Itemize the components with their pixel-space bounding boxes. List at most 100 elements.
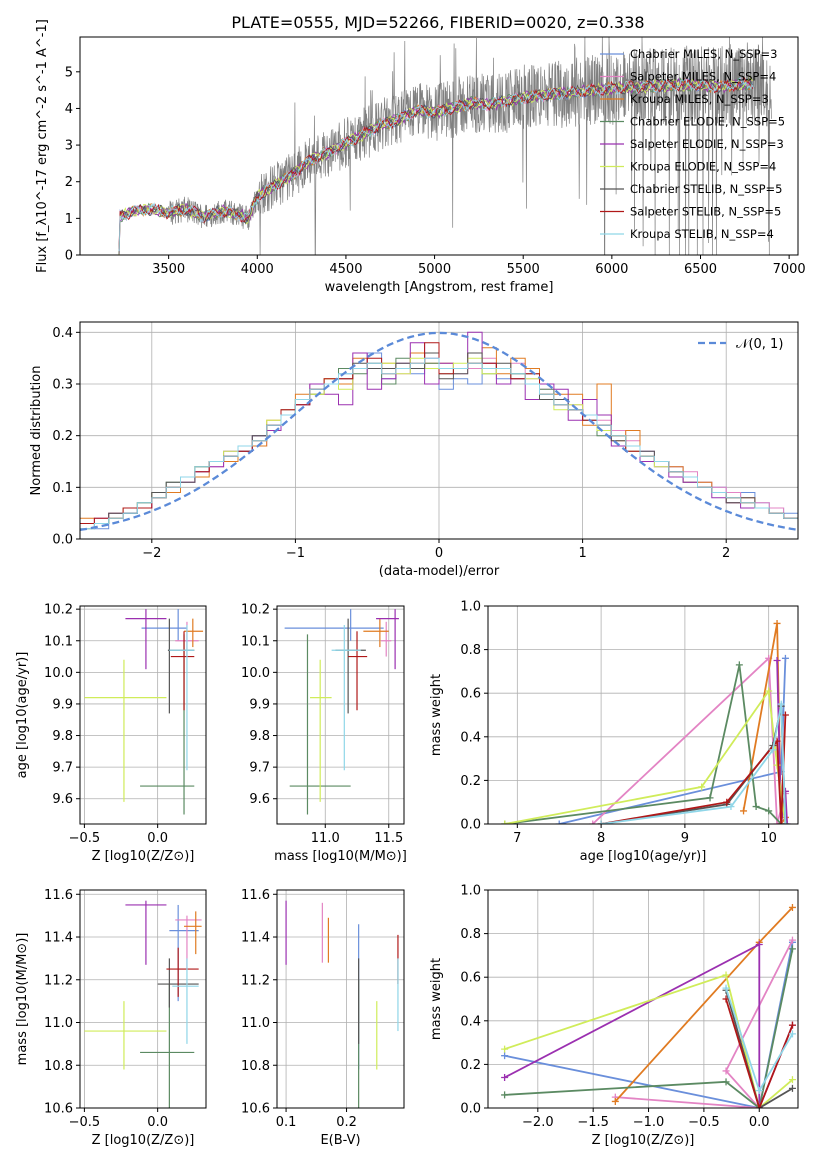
weight-marker — [777, 700, 785, 708]
y-tick-label: 11.4 — [241, 931, 270, 946]
plot-area-mass_vs_Z — [80, 890, 206, 1108]
weight-marker — [755, 1104, 763, 1108]
legend-label: Kroupa STELIB, N_SSP=4 — [630, 227, 774, 241]
y-tick-label: 0.8 — [460, 927, 481, 942]
x-tick-label: −1.5 — [577, 1115, 609, 1130]
axes-frame — [79, 605, 207, 825]
plot-area-weight_vs_age — [488, 606, 798, 824]
legend-label: Chabrier STELIB, N_SSP=5 — [630, 182, 782, 196]
weight-marker — [773, 761, 781, 769]
y-tick-label: 0.0 — [460, 818, 481, 833]
weight-marker — [788, 1021, 796, 1029]
legend-label: Kroupa MILES, N_SSP=3 — [630, 92, 769, 106]
y-tick-label: 0.0 — [52, 533, 73, 548]
weight-marker — [755, 941, 763, 948]
weight-marker — [501, 1073, 509, 1081]
x-tick-label: 7 — [513, 831, 521, 846]
y-tick-label: 0.4 — [460, 730, 481, 745]
x-tick-label: −0.5 — [69, 831, 101, 846]
x-tick-label: 6500 — [684, 262, 717, 277]
panel-spectrum: 3500 4000 4500 5000 5500 6000 6500 7000 0 1 2 3 4 5 wa… — [35, 19, 806, 295]
x-axis-label: E(B-V) — [320, 1133, 360, 1148]
x-axis-label: mass [log10(M/M⊙)] — [274, 849, 407, 864]
x-axis-label: Z [log10(Z/Z⊙)] — [92, 1133, 195, 1148]
y-tick-label: 10.0 — [241, 666, 270, 681]
plot-area-age_vs_Z — [80, 606, 206, 824]
weight-marker — [788, 1076, 796, 1084]
y-tick-label: 10.6 — [44, 1102, 73, 1117]
weight-marker — [589, 820, 597, 824]
x-axis-label: wavelength [Angstrom, rest frame] — [325, 280, 554, 295]
panel-age_vs_Z: −0.5 0.0 9.6 9.7 9.8 9.9 10.0 10.1 10.2 Z [log10(… — [15, 603, 207, 864]
x-tick-label: 6000 — [595, 262, 628, 277]
weight-marker — [722, 971, 730, 979]
y-tick-label: 11.2 — [44, 973, 73, 988]
weight-marker — [722, 1067, 730, 1075]
weight-marker — [765, 687, 773, 695]
x-axis-label: age [log10(age/yr)] — [580, 849, 707, 864]
y-tick-label: 9.8 — [249, 729, 270, 744]
normal-curve-line — [80, 331, 798, 532]
plot-area-spectrum — [118, 37, 772, 255]
y-tick-label: 9.9 — [52, 697, 73, 712]
plot-area-weight_vs_Z — [488, 890, 798, 1108]
weight-line-chabrier-elodie — [504, 948, 794, 1108]
legend-label: Salpeter MILES, N_SSP=4 — [630, 70, 776, 84]
x-tick-label: −1.0 — [633, 1115, 665, 1130]
legend-label: Chabrier MILES, N_SSP=3 — [630, 47, 777, 61]
axes-frame — [487, 889, 799, 1109]
x-tick-label: 10 — [760, 831, 777, 846]
weight-marker — [769, 746, 777, 754]
y-tick-label: 9.7 — [52, 761, 73, 776]
weight-marker — [788, 903, 796, 911]
x-tick-label: 11.5 — [374, 831, 403, 846]
y-tick-label: 10.2 — [241, 603, 270, 618]
y-axis-label: mass [log10(M/M⊙)] — [15, 933, 30, 1066]
y-tick-label: 10.0 — [44, 666, 73, 681]
weight-marker — [501, 1052, 509, 1060]
panel-weight_vs_Z: −2.0 −1.5 −1.0 −0.5 0.0 0.0 0.2 0.4 0.6 0.8 1.0 Z [… — [429, 884, 799, 1148]
x-tick-label: −2 — [142, 546, 161, 561]
x-tick-label: −1 — [286, 546, 305, 561]
weight-marker — [555, 820, 563, 824]
y-tick-label: 0.2 — [52, 429, 73, 444]
weight-marker — [722, 995, 730, 1003]
x-tick-label: 1 — [578, 546, 586, 561]
x-tick-label: −0.5 — [69, 1115, 101, 1130]
model-line-kroupa-elodie — [118, 75, 754, 255]
weight-marker — [698, 783, 706, 791]
weight-marker — [722, 1078, 730, 1086]
axes-frame — [276, 889, 405, 1109]
x-tick-label: 7000 — [773, 262, 806, 277]
plot-area-mass_vs_ebv — [277, 890, 404, 1108]
weight-marker — [783, 820, 791, 824]
y-tick-label: 10.1 — [241, 634, 270, 649]
x-axis-label: (data-model)/error — [379, 564, 500, 579]
panel-weight_vs_age: 7 8 9 10 0.0 0.2 0.4 0.6 0.8 1.0 age [log10(age/yr… — [429, 600, 799, 864]
y-axis-label: age [log10(age/yr)] — [15, 652, 30, 779]
x-tick-label: 4500 — [329, 262, 362, 277]
weight-marker — [597, 820, 605, 824]
weight-marker — [765, 807, 773, 815]
legend-label: Salpeter STELIB, N_SSP=5 — [630, 205, 781, 219]
weight-marker — [611, 1097, 619, 1105]
y-tick-label: 0.4 — [52, 326, 73, 341]
y-tick-label: 11.0 — [241, 1016, 270, 1031]
y-tick-label: 10.2 — [44, 603, 73, 618]
y-tick-label: 3 — [65, 139, 73, 154]
y-axis-label: mass weight — [429, 958, 444, 1040]
axes-frame — [79, 321, 799, 540]
weight-marker — [706, 794, 714, 802]
y-tick-label: 9.6 — [249, 792, 270, 807]
y-tick-label: 11.6 — [241, 888, 270, 903]
weight-marker — [723, 798, 731, 806]
weight-marker — [781, 820, 789, 824]
x-tick-label: 0 — [435, 546, 443, 561]
y-tick-label: 9.7 — [249, 761, 270, 776]
y-tick-label: 11.0 — [44, 1016, 73, 1031]
weight-marker — [735, 661, 743, 669]
y-tick-label: 0.6 — [460, 687, 481, 702]
y-tick-label: 0.2 — [460, 1058, 481, 1073]
panel-residuals: −2 −1 0 1 2 0.0 0.1 0.2 0.3 0.4 (data-model)/error… — [29, 321, 799, 579]
